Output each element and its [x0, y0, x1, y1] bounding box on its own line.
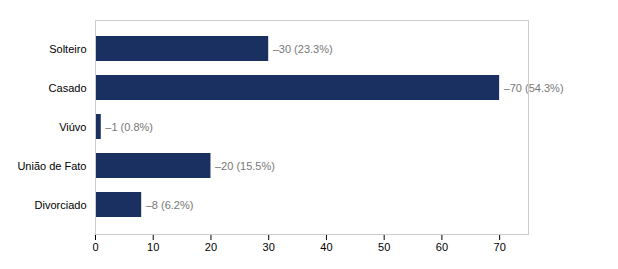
svg-text:–70 (54.3%): –70 (54.3%) [504, 82, 564, 94]
svg-text:Casado: Casado [49, 82, 87, 94]
svg-text:10: 10 [147, 241, 159, 253]
svg-text:–8 (6.2%): –8 (6.2%) [146, 199, 194, 211]
svg-text:Divorciado: Divorciado [35, 199, 87, 211]
svg-text:União de Fato: União de Fato [17, 160, 86, 172]
svg-text:40: 40 [320, 241, 332, 253]
svg-text:70: 70 [494, 241, 506, 253]
svg-text:Viúvo: Viúvo [59, 121, 86, 133]
svg-text:–20 (15.5%): –20 (15.5%) [215, 160, 275, 172]
svg-text:–1 (0.8%): –1 (0.8%) [105, 121, 153, 133]
svg-text:20: 20 [205, 241, 217, 253]
svg-text:30: 30 [263, 241, 275, 253]
svg-text:Solteiro: Solteiro [49, 43, 86, 55]
svg-text:60: 60 [436, 241, 448, 253]
svg-text:–30 (23.3%): –30 (23.3%) [273, 43, 333, 55]
svg-text:0: 0 [92, 241, 98, 253]
svg-text:50: 50 [378, 241, 390, 253]
